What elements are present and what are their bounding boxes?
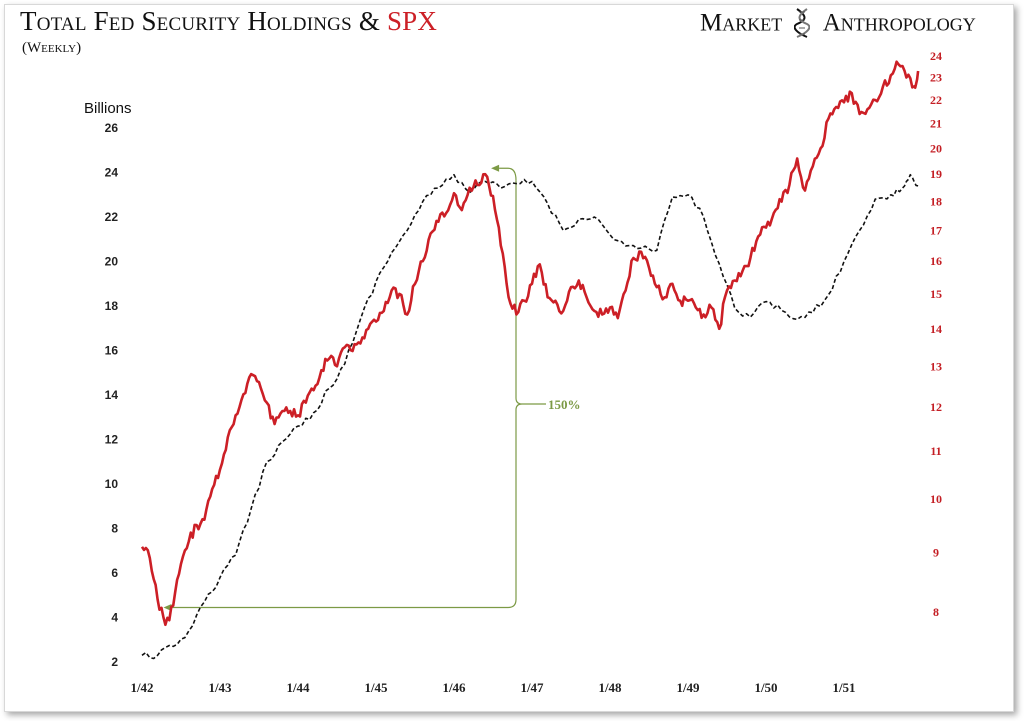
brand-logo: Market Anthropology (700, 8, 976, 42)
left-axis-tick-label: 16 (105, 344, 119, 358)
right-axis-tick-label: 24 (930, 49, 942, 63)
x-axis-tick-label: 1/48 (598, 680, 622, 695)
chart-frame (4, 4, 1014, 712)
annotation-bracket-high (499, 167, 517, 181)
x-axis-tick-label: 1/49 (676, 680, 700, 695)
fed-holdings-line (141, 173, 919, 660)
right-axis-tick-label: 13 (930, 359, 942, 373)
annotation-arrowhead-high (491, 164, 500, 172)
right-axis-tick-label: 15 (930, 287, 942, 301)
dna-helix-icon (794, 8, 811, 39)
left-axis-tick-label: 20 (105, 255, 119, 269)
right-axis-tick-label: 12 (930, 400, 942, 414)
left-axis-tick-label: 6 (111, 566, 118, 580)
x-axis-tick-label: 1/44 (286, 680, 310, 695)
title-main: Total Fed Security Holdings (20, 6, 352, 36)
left-axis-tick-label: 10 (105, 477, 119, 491)
right-axis-tick-label: 19 (930, 167, 942, 181)
x-axis-tick-label: 1/45 (364, 680, 388, 695)
right-axis-tick-label: 14 (930, 322, 942, 336)
left-axis-tick-label: 4 (111, 611, 118, 625)
right-axis-tick-label: 9 (933, 545, 939, 559)
left-axis-tick-label: 14 (105, 388, 119, 402)
left-axis-tick-label: 24 (105, 166, 119, 180)
x-axis-tick-label: 1/46 (442, 680, 466, 695)
left-axis-tick-label: 12 (105, 433, 119, 447)
right-axis-tick-label: 22 (930, 93, 942, 107)
annotation-layer: 150% (163, 164, 581, 612)
right-axis-tick-label: 10 (930, 492, 942, 506)
right-axis-tick-label: 20 (930, 141, 942, 155)
right-axis-tick-label: 17 (930, 224, 942, 238)
x-axis-tick-label: 1/51 (832, 680, 855, 695)
annotation-bracket-low (169, 599, 517, 609)
left-axis-tick-label: 22 (105, 210, 119, 224)
right-axis-tick-label: 18 (930, 195, 942, 209)
left-axis-tick-label: 8 (111, 522, 118, 536)
title-spx: SPX (386, 6, 438, 36)
brand-word-anthropology: Anthropology (822, 9, 976, 37)
right-axis-tick-label: 11 (930, 444, 941, 458)
series-layer (140, 60, 920, 660)
annotation-label: 150% (548, 397, 581, 412)
left-axis-tick-label: 18 (105, 299, 119, 313)
annotation-arrowhead-low (163, 604, 172, 612)
right-axis-tick-label: 16 (930, 254, 942, 268)
chart-subtitle: (Weekly) (22, 40, 82, 56)
right-axis-tick-label: 23 (930, 71, 942, 85)
left-axis-unit-label: Billions (84, 100, 132, 117)
left-axis-tick-label: 26 (105, 121, 119, 135)
x-axis-tick-label: 1/47 (520, 680, 544, 695)
annotation-brace (515, 180, 523, 600)
chart-title: Total Fed Security Holdings & SPX (20, 6, 437, 37)
x-axis-ticks: 1/42 1/43 1/44 1/45 1/46 1/47 1/48 1/49 1/50 1/51 (130, 680, 855, 695)
x-axis-tick-label: 1/50 (754, 680, 777, 695)
right-axis-tick-label: 8 (933, 605, 939, 619)
spx-line (140, 60, 920, 627)
x-axis-tick-label: 1/42 (130, 680, 153, 695)
title-ampersand: & (358, 6, 381, 36)
right-axis-ticks: 8 9 10 11 12 13 14 15 16 17 18 19 20 21 22 23 24 (930, 49, 942, 619)
left-axis-tick-label: 2 (111, 655, 118, 669)
right-axis-tick-label: 21 (930, 117, 942, 131)
x-axis-tick-label: 1/43 (208, 680, 232, 695)
brand-word-market: Market (700, 9, 783, 37)
